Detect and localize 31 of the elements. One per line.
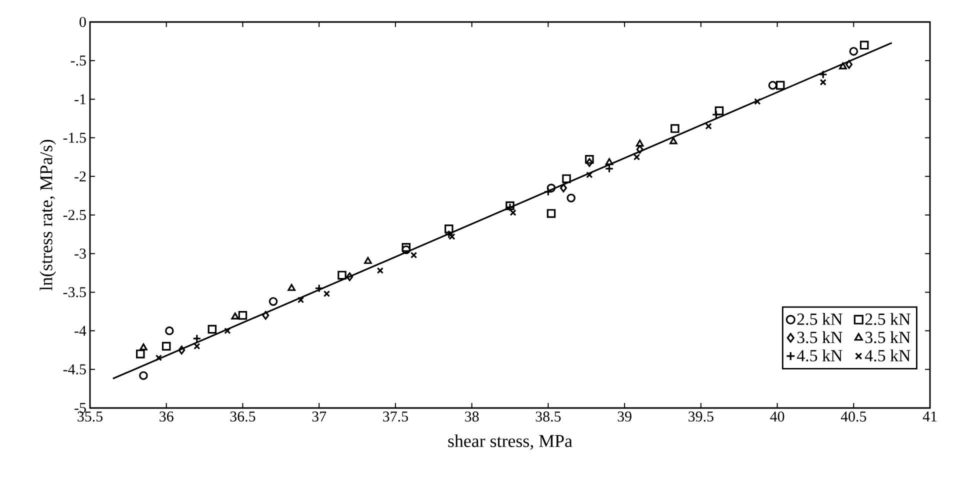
- legend-label: 3.5 kN: [797, 331, 842, 344]
- y-tick-label: -4.5: [63, 364, 86, 374]
- x-tick-label: 37: [312, 412, 326, 422]
- y-tick-label: -2: [74, 171, 86, 182]
- legend-label: 2.5 kN: [865, 313, 910, 326]
- x-tick-label: 36.5: [230, 412, 256, 422]
- x-tick-label: 38.5: [536, 412, 561, 422]
- legend-label: 3.5 kN: [865, 331, 910, 344]
- x-tick-label: 41: [922, 412, 937, 422]
- y-tick-label: 0: [80, 16, 86, 28]
- y-tick-label: -5: [74, 403, 86, 413]
- legend-label: 4.5 kN: [864, 349, 910, 362]
- y-tick-label: -4: [74, 326, 86, 336]
- x-tick-label: 36: [160, 412, 174, 422]
- y-tick-label: -.5: [70, 56, 86, 66]
- y-axis-title: ln(stress rate, MPa/s): [40, 140, 56, 291]
- y-tick-label: -2.5: [63, 210, 86, 220]
- x-tick-label: 39.5: [688, 412, 714, 422]
- legend-label: 4.5 kN: [796, 349, 842, 362]
- y-tick-label: -3.5: [63, 287, 86, 298]
- legend-label: 2.5 kN: [797, 313, 842, 326]
- x-axis-title: shear stress, MPa: [448, 434, 572, 450]
- y-tick-label: -1.5: [63, 132, 86, 143]
- x-tick-label: 38: [465, 412, 479, 422]
- y-tick-label: -3: [74, 248, 86, 259]
- y-tick-label: -1: [74, 94, 86, 104]
- x-tick-label: 39: [618, 412, 632, 422]
- x-tick-label: 37.5: [383, 412, 408, 422]
- x-tick-label: 40.5: [840, 412, 866, 422]
- x-tick-label: 35.5: [78, 412, 102, 422]
- x-tick-label: 40: [770, 412, 784, 422]
